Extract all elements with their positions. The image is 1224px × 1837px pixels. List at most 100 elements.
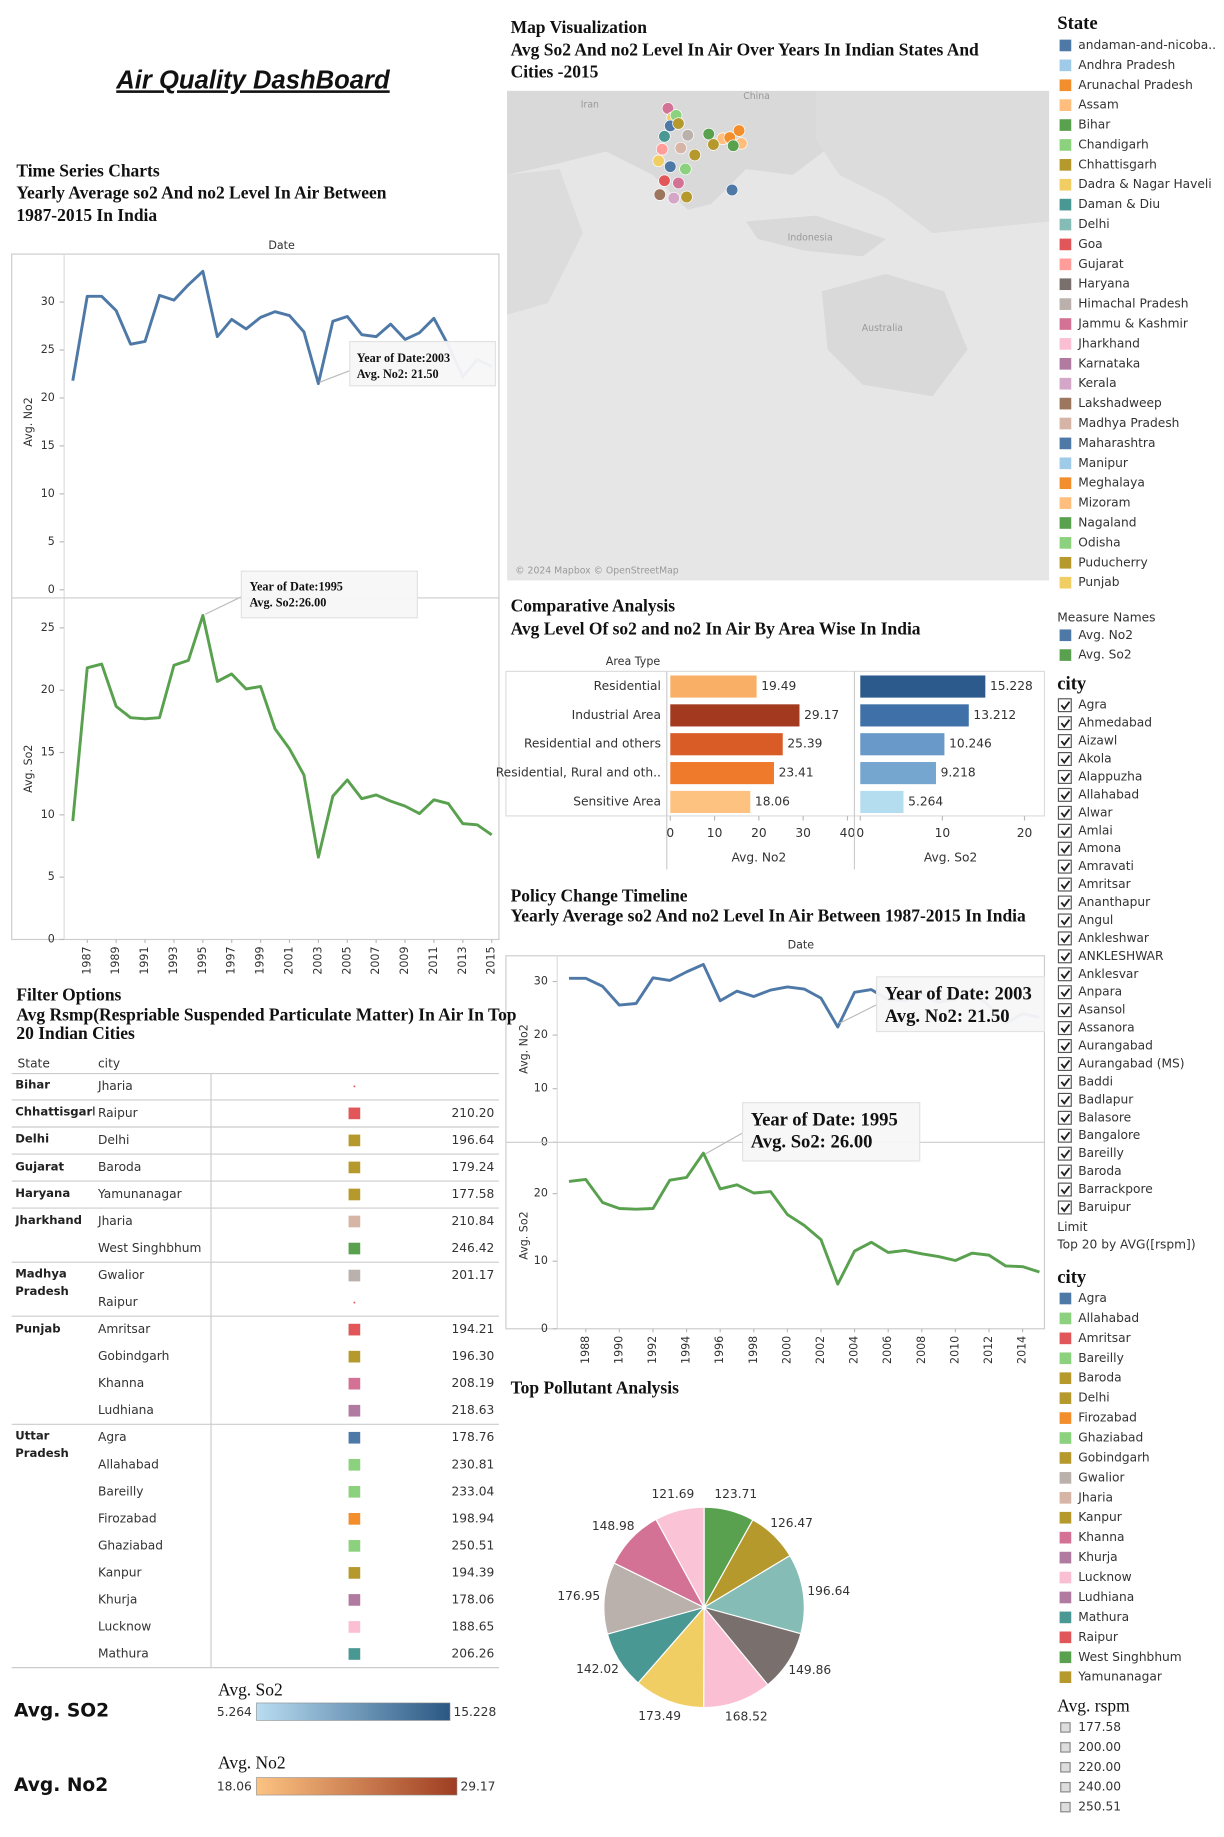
color-legend-min: 18.06	[217, 1779, 252, 1793]
checkmark	[1060, 826, 1071, 836]
legend-label: Jammu & Kashmir	[1077, 317, 1189, 331]
checkmark	[1060, 862, 1071, 872]
filter-checkbox[interactable]	[1057, 913, 1072, 928]
x-tick-label: 0	[666, 826, 674, 840]
color-mark	[348, 1513, 361, 1525]
city-label: Amritsar	[98, 1322, 151, 1336]
checkmark	[1060, 1095, 1071, 1105]
chart-subtitle: Yearly Average so2 And no2 Level In Air …	[16, 183, 386, 203]
filter-checkbox[interactable]	[1057, 877, 1072, 892]
filter-checkbox[interactable]	[1057, 1164, 1072, 1179]
rspm-value: 218.63	[452, 1403, 495, 1417]
city-label: Yamunanagar	[97, 1187, 183, 1201]
map-land	[821, 273, 968, 397]
filter-checkbox[interactable]	[1057, 698, 1072, 713]
filter-checkbox[interactable]	[1057, 967, 1072, 982]
bar-value-label: 15.228	[990, 679, 1033, 693]
x-tick-label: 1991	[138, 946, 151, 974]
rspm-value: 201.17	[452, 1268, 495, 1282]
legend-swatch	[1059, 159, 1072, 171]
state-cell: Madhya Pradesh	[15, 1269, 69, 1299]
filter-checkbox[interactable]	[1057, 931, 1072, 946]
legend-label: West Singhbhum	[1078, 1650, 1181, 1664]
filter-checkbox[interactable]	[1057, 787, 1072, 802]
x-tick-label: 1989	[109, 946, 122, 974]
filter-checkbox[interactable]	[1057, 752, 1072, 767]
x-tick-label: 1998	[747, 1336, 760, 1364]
filter-checkbox[interactable]	[1057, 805, 1072, 820]
legend-label: Andhra Pradesh	[1078, 58, 1175, 72]
tooltip-pointer	[319, 370, 350, 383]
legend-swatch	[1059, 477, 1072, 490]
chart-subtitle: 1987-2015 In India	[16, 205, 157, 225]
filter-checkbox[interactable]	[1057, 1021, 1072, 1036]
table-title: Filter Options	[16, 985, 121, 1005]
bar	[670, 675, 757, 698]
legend-label: Ludhiana	[1078, 1590, 1134, 1604]
x-tick-label: 2013	[456, 946, 469, 974]
color-mark	[348, 1269, 361, 1282]
filter-checkbox[interactable]	[1057, 859, 1072, 874]
filter-checkbox[interactable]	[1057, 985, 1072, 1000]
filter-checkbox[interactable]	[1057, 841, 1072, 856]
map-label: Iran	[581, 99, 599, 110]
rspm-value: 246.42	[452, 1241, 495, 1255]
tooltip-box	[741, 1102, 921, 1162]
filter-checkbox[interactable]	[1057, 823, 1072, 838]
rspm-value: 208.19	[452, 1376, 495, 1390]
filter-label: Angul	[1078, 913, 1113, 927]
legend-swatch	[1059, 649, 1072, 661]
y-tick-label: 20	[41, 391, 55, 404]
filter-title: city	[1057, 674, 1087, 695]
filter-checkbox[interactable]	[1057, 949, 1072, 964]
state-cell: Haryana	[15, 1187, 70, 1200]
rspm-value: 188.65	[452, 1619, 495, 1633]
filter-checkbox[interactable]	[1057, 716, 1072, 731]
legend-swatch	[1059, 1392, 1072, 1404]
color-mark	[348, 1134, 361, 1147]
filter-checkbox[interactable]	[1057, 1128, 1072, 1143]
table-header: State	[18, 1057, 50, 1071]
filter-checkbox[interactable]	[1057, 1110, 1072, 1125]
x-tick-label: 2006	[881, 1336, 894, 1364]
filter-checkbox[interactable]	[1057, 1200, 1072, 1215]
bar	[670, 762, 774, 785]
map-dot	[702, 127, 715, 141]
filter-checkbox[interactable]	[1057, 895, 1072, 910]
x-tick-label: 30	[795, 826, 811, 840]
y-tick-label: 5	[48, 535, 55, 548]
filter-checkbox[interactable]	[1057, 1003, 1072, 1018]
x-axis-title: Avg. No2	[731, 850, 786, 864]
legend-label: Delhi	[1078, 217, 1109, 231]
legend-label: Amritsar	[1078, 1331, 1131, 1345]
legend-swatch	[1059, 218, 1072, 231]
filter-checkbox[interactable]	[1057, 1074, 1072, 1089]
series-line	[568, 1151, 1040, 1286]
rspm-value: 194.21	[452, 1322, 495, 1336]
checkmark	[1060, 844, 1071, 854]
chart-title: Top Pollutant Analysis	[511, 1377, 679, 1397]
legend-label: Raipur	[1078, 1630, 1119, 1644]
filter-label: Bangalore	[1078, 1128, 1140, 1142]
empty-mark	[353, 1301, 356, 1304]
city-label: Gobindgarh	[98, 1349, 169, 1363]
filter-checkbox[interactable]	[1057, 1146, 1072, 1161]
state-label: Punjab	[15, 1322, 61, 1336]
filter-checkbox[interactable]	[1057, 769, 1072, 784]
filter-checkbox[interactable]	[1057, 1056, 1072, 1071]
pie-label: 126.47	[770, 1516, 813, 1530]
checkmark	[1060, 1077, 1071, 1087]
filter-checkbox[interactable]	[1057, 734, 1072, 749]
filter-label: Alappuzha	[1078, 769, 1142, 783]
legend-swatch	[1059, 1631, 1072, 1644]
size-label: 240.00	[1078, 1780, 1121, 1794]
y-tick-label: 15	[41, 746, 55, 759]
filter-label: Bareilly	[1078, 1146, 1124, 1160]
filter-checkbox[interactable]	[1057, 1039, 1072, 1054]
legend-label: Haryana	[1078, 277, 1130, 291]
color-legend-title: Avg. So2	[218, 1679, 283, 1699]
filter-checkbox[interactable]	[1057, 1092, 1072, 1107]
filter-checkbox[interactable]	[1057, 1182, 1072, 1197]
legend-swatch	[1059, 1671, 1072, 1684]
legend-label: Puducherry	[1078, 555, 1147, 569]
